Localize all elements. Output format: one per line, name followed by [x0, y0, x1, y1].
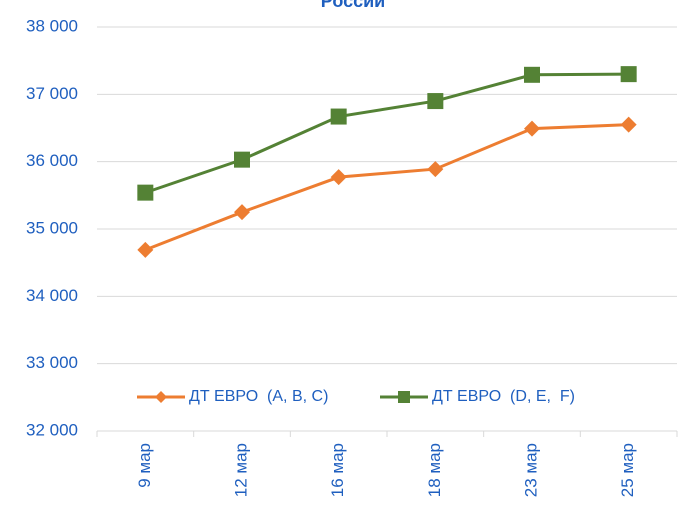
marker [234, 204, 250, 221]
marker [620, 116, 637, 133]
marker [137, 184, 154, 201]
marker [137, 241, 154, 258]
y-tick-label: 38 000 [26, 16, 78, 35]
x-tick-label: 12 мар [231, 443, 250, 497]
chart-title: России [321, 0, 385, 11]
legend-label: ДТ ЕВРО (A, B, C) [189, 388, 328, 405]
marker [330, 108, 347, 125]
marker [330, 169, 347, 186]
series-line [144, 123, 629, 252]
series-line [144, 72, 629, 195]
y-tick-label: 36 000 [26, 151, 78, 170]
x-tick-label: 16 мар [328, 443, 347, 497]
marker [155, 391, 167, 403]
y-tick-label: 37 000 [26, 84, 78, 103]
marker [524, 120, 540, 137]
y-tick-label: 35 000 [26, 218, 78, 237]
marker [398, 391, 410, 403]
legend-label: ДТ ЕВРО (D, E, F) [432, 388, 575, 405]
y-tick-label: 34 000 [26, 286, 78, 305]
marker [620, 66, 637, 83]
marker [427, 161, 444, 178]
x-tick-label: 18 мар [425, 443, 444, 497]
y-tick-label: 33 000 [26, 353, 78, 372]
y-tick-label: 32 000 [26, 420, 78, 439]
marker [234, 151, 250, 168]
x-tick-label: 25 мар [618, 443, 637, 497]
marker [427, 93, 444, 110]
marker [524, 66, 540, 83]
x-tick-label: 9 мар [135, 443, 154, 488]
x-tick-label: 23 мар [521, 443, 540, 497]
